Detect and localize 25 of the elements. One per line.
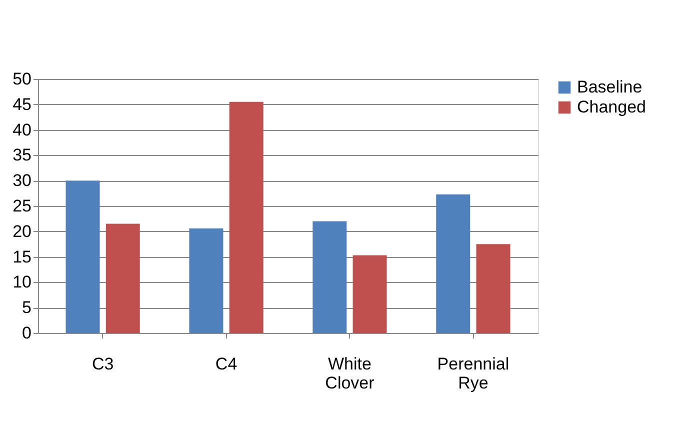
y-tick-label: 5 [22,298,32,318]
y-tick-label: 25 [12,196,32,216]
y-tick-label: 40 [12,120,32,140]
bar [66,180,100,333]
bar [312,221,347,333]
x-tick-label: White Clover [325,354,375,392]
legend-label: Baseline [577,78,642,96]
y-tick-label: 20 [12,222,32,241]
bar [229,102,264,333]
bar [106,224,140,333]
bar [352,255,387,333]
legend-label: Changed [577,98,646,116]
x-tick-label: C4 [215,354,238,374]
y-tick-label: 35 [12,146,32,165]
y-tick-label: 15 [12,247,32,266]
bar [189,228,224,333]
bar [436,194,470,333]
y-tick-label: 50 [12,70,32,88]
x-tick-label: Perennial Rye [437,354,510,392]
y-tick-label: 30 [12,171,32,190]
y-tick-label: 45 [12,94,32,114]
y-tick-label: 0 [22,324,32,342]
x-tick-label: C3 [92,354,114,374]
y-tick-label: 10 [12,272,32,292]
bar [476,244,510,333]
